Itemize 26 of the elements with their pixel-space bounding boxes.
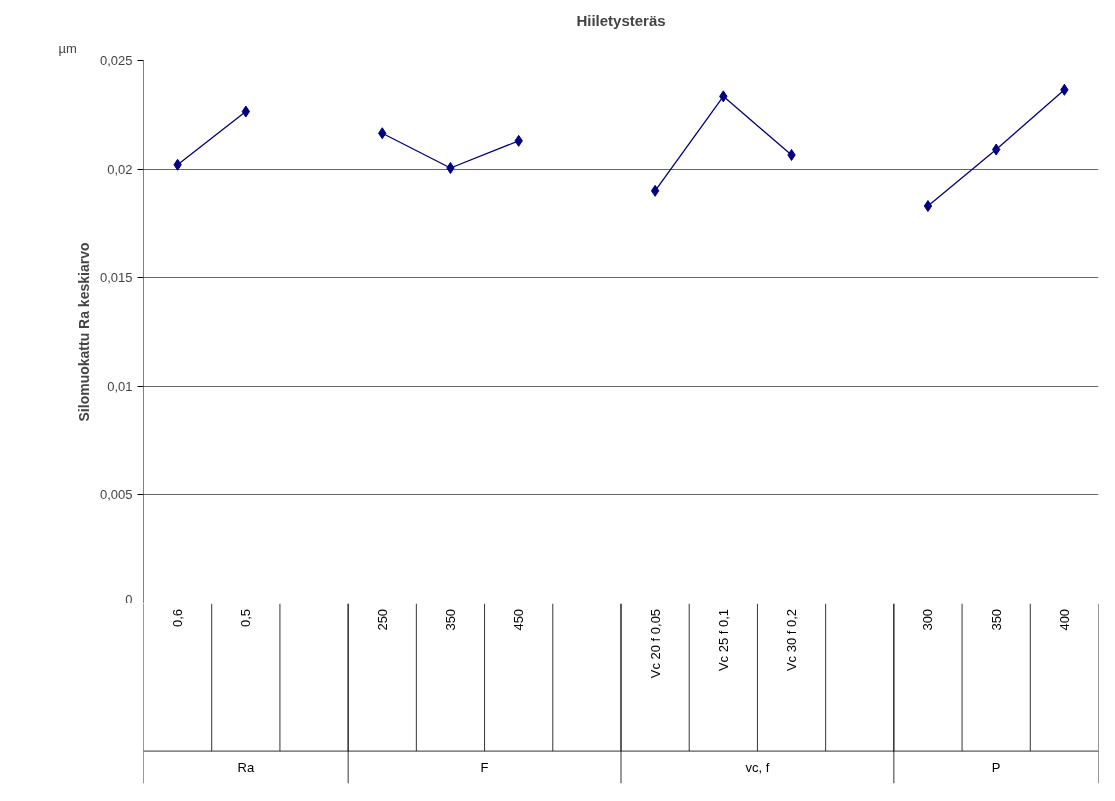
y-tick-label: 0,02: [107, 161, 133, 177]
text: F: [480, 759, 489, 775]
text: vc, f: [745, 759, 770, 775]
chart-title: Hiiletysteräs: [576, 11, 666, 29]
x-tick-label: 0,6: [170, 608, 186, 627]
x-tick-label: 400: [1056, 608, 1072, 631]
x-tick-label: 350: [442, 608, 458, 631]
point: [923, 200, 933, 213]
x-tick-label: Vc 30 f 0,2: [784, 608, 800, 672]
x-tick-label: 0,5: [238, 608, 254, 627]
y-tick-label: 0,025: [99, 53, 133, 68]
x-tick-label: 450: [511, 608, 527, 631]
x-tick-label: Vc 20 f 0,05: [647, 608, 663, 679]
y-tick-label: 0: [125, 591, 133, 607]
y-tick-label: 0,01: [107, 378, 133, 394]
x-tick-label: 300: [920, 608, 936, 631]
text: Ra: [237, 759, 255, 775]
x-tick-label: Vc 25 f 0,1: [715, 608, 731, 672]
y-tick-label: 0,005: [99, 487, 133, 503]
text: µm: [58, 40, 77, 56]
y-axis-title: Silomuokattu Ra keskiarvo: [75, 242, 92, 422]
text: P: [991, 759, 1001, 775]
point: [650, 184, 660, 197]
y-tick-label: 0,015: [99, 270, 133, 286]
x-tick-label: 250: [374, 608, 390, 631]
x-tick-label: 350: [988, 608, 1004, 631]
